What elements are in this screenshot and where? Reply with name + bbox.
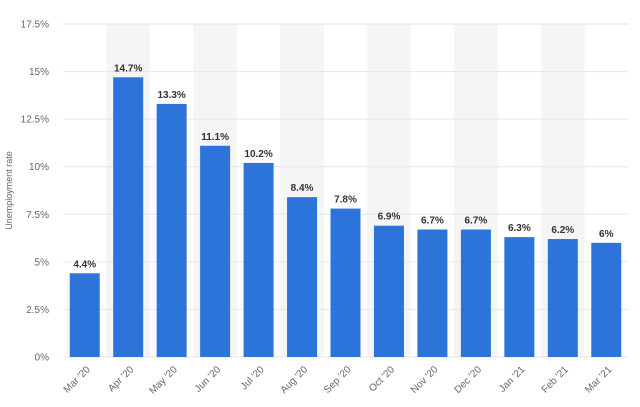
y-tick-label: 2.5% (26, 305, 49, 316)
data-labels-group: 4.4% 14.7% 13.3% 11.1% 10.2% 8.4% 7.8% 6.9% 6.7%… (73, 63, 613, 270)
y-tick-label: 0% (35, 353, 50, 364)
data-label: 6.7% (421, 216, 444, 227)
x-tick-label: Nov '20 (409, 364, 441, 396)
x-tick-label: Oct '20 (367, 364, 397, 394)
bar (330, 208, 361, 357)
x-tick-label: Jun '20 (193, 364, 224, 395)
bar (547, 239, 578, 357)
bar (460, 229, 491, 357)
data-label: 6% (599, 229, 614, 240)
x-tick-label: Sep '20 (322, 364, 354, 396)
bars-group (69, 77, 622, 357)
x-tick-label: Jan '21 (497, 364, 528, 395)
data-label: 7.8% (334, 195, 357, 206)
y-tick-label: 5% (35, 257, 50, 268)
data-label: 13.3% (157, 90, 185, 101)
data-label: 11.1% (201, 132, 229, 143)
x-tick-label: Apr '20 (106, 364, 136, 394)
bar (200, 145, 231, 357)
x-tick-label: Mar '20 (62, 364, 93, 395)
data-label: 10.2% (244, 149, 272, 160)
data-label: 6.7% (464, 216, 487, 227)
data-label: 8.4% (291, 183, 314, 194)
y-tick-label: 15% (29, 67, 49, 78)
bar (591, 242, 622, 357)
bar (504, 237, 535, 357)
x-axis-ticks: Mar '20 Apr '20 May '20 Jun '20 Jul '20 Aug '… (62, 364, 615, 397)
data-label: 4.4% (73, 259, 96, 270)
data-label: 6.2% (551, 225, 574, 236)
bar (417, 229, 448, 357)
y-tick-label: 7.5% (26, 210, 49, 221)
y-axis-title: Unemployment rate (4, 151, 14, 230)
data-label: 6.9% (378, 212, 401, 223)
y-tick-label: 17.5% (21, 20, 49, 31)
x-tick-label: Jul '20 (239, 364, 267, 392)
x-tick-label: May '20 (147, 364, 180, 397)
x-tick-label: Mar '21 (583, 364, 614, 395)
data-label: 6.3% (508, 223, 531, 234)
x-tick-label: Feb '21 (540, 364, 571, 395)
y-axis-ticks: 0% 2.5% 5% 7.5% 10% 12.5% 15% 17.5% (21, 20, 49, 364)
bar (373, 225, 404, 357)
y-tick-label: 12.5% (21, 115, 49, 126)
bar (243, 162, 274, 357)
bar (113, 77, 144, 357)
x-tick-label: Dec '20 (452, 364, 484, 396)
x-tick-label: Aug '20 (279, 364, 311, 396)
y-tick-label: 10% (29, 162, 49, 173)
data-label: 14.7% (114, 63, 142, 74)
bar (156, 103, 187, 357)
bar (69, 273, 100, 357)
bar (287, 197, 318, 357)
